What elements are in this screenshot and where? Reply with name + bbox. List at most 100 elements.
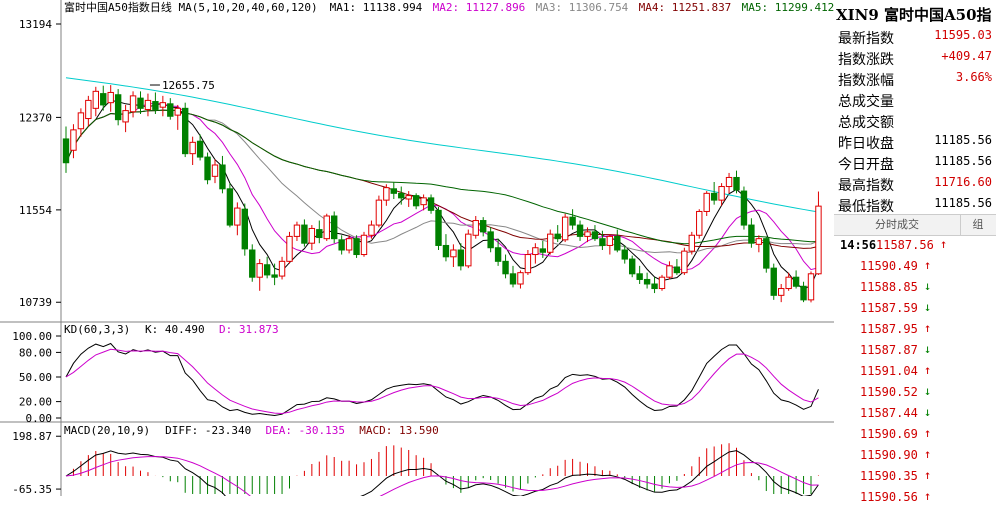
arrow-up-icon: ↑ — [924, 363, 932, 377]
quote-value: 11185.56 — [934, 196, 992, 210]
candle-body — [249, 249, 256, 278]
candle-body — [189, 141, 196, 155]
tick-price: 11591.04 — [860, 364, 918, 378]
tick-price: 11590.52 — [860, 385, 918, 399]
legend-title: MACD(20,10,9) — [64, 424, 150, 437]
tick-row: 11590.90 ↑ — [836, 447, 992, 468]
legend-ma4: MA4: 11251.837 — [639, 1, 732, 14]
candle-body — [345, 238, 353, 251]
candle-body — [494, 247, 502, 262]
candle-body — [383, 187, 390, 201]
kd-tick-label: 50.00 — [19, 371, 52, 384]
candle-body — [271, 274, 278, 278]
candle-body — [204, 156, 211, 181]
legend-ma2: MA2: 11127.896 — [433, 1, 526, 14]
candle-body — [778, 288, 785, 296]
candle-body — [666, 265, 673, 278]
candle-body — [122, 110, 129, 123]
tick-time: 14:56 — [840, 238, 877, 252]
candle-body — [174, 107, 181, 116]
ma120-line — [65, 77, 819, 213]
quote-value: 11185.56 — [934, 154, 992, 168]
candle-body — [375, 199, 383, 226]
candle-body — [651, 283, 658, 290]
legend-k: K: 40.490 — [145, 323, 205, 336]
candle-body — [331, 215, 338, 240]
tab-tick-trades[interactable]: 分时成交 — [834, 215, 961, 235]
candle-body — [703, 192, 710, 212]
candle-body — [509, 273, 517, 285]
candle-body — [606, 235, 614, 246]
tick-row: 11591.04 ↑ — [836, 363, 992, 384]
macd-axis: 198.87 -65.35 — [12, 430, 61, 496]
quote-value: +409.47 — [941, 49, 992, 63]
price-tick-label: 11554 — [19, 204, 52, 217]
quote-row: 最低指数 11185.56 — [838, 196, 992, 217]
macd-legend: MACD(20,10,9) DIFF: -23.340 DEA: -30.135 M… — [64, 424, 439, 437]
quote-label: 指数涨跌 — [838, 52, 894, 68]
candle-body — [591, 231, 599, 240]
kd-tick-label: 80.00 — [19, 346, 52, 359]
tick-row: 11588.85 ↓ — [836, 279, 992, 300]
tab-group[interactable]: 组 — [972, 218, 984, 231]
candle-body — [710, 192, 718, 201]
price-annotations: 12655.7510738.52 — [149, 79, 215, 92]
candle-body — [62, 138, 70, 164]
candle-body — [323, 215, 330, 240]
tick-row: 11587.87 ↓ — [836, 342, 992, 363]
tick-row: 11590.52 ↓ — [836, 384, 992, 405]
quote-value: 11595.03 — [934, 28, 992, 42]
legend-diff: DIFF: -23.340 — [165, 424, 251, 437]
candle-body — [159, 102, 167, 108]
chart-title: 富时中国A50指数日线 MA(5,10,20,40,60,120) — [64, 0, 318, 14]
tick-price: 11587.87 — [860, 343, 918, 357]
candle-body — [390, 188, 398, 194]
tick-price: 11590.69 — [860, 427, 918, 441]
candle-body — [435, 209, 442, 246]
candle-body — [681, 250, 688, 274]
candle-body — [412, 195, 420, 207]
candle-body — [92, 90, 99, 109]
quote-panel: XIN9 富时中国A50指 最新指数 11595.03 指数涨跌 +409.47 指数涨… — [834, 0, 996, 504]
candle-body — [673, 266, 681, 274]
candle-body — [561, 216, 569, 241]
tick-price: 11590.35 — [860, 469, 918, 483]
candle-body — [487, 231, 494, 249]
quote-row: 指数涨跌 +409.47 — [838, 49, 992, 70]
candle-body — [532, 247, 539, 256]
candle-body — [465, 233, 472, 267]
candle-body — [569, 216, 576, 226]
candle-body — [182, 107, 189, 155]
kd-tick-label: 0.00 — [26, 412, 53, 425]
candle-body — [70, 129, 77, 151]
tick-row: 11587.59 ↓ — [836, 300, 992, 321]
candle-body — [599, 238, 606, 246]
candle-body — [576, 224, 584, 237]
candle-body — [442, 244, 450, 258]
quote-row: 昨日收盘 11185.56 — [838, 133, 992, 154]
legend-title: KD(60,3,3) — [64, 323, 130, 336]
arrow-up-icon: ↑ — [924, 447, 932, 461]
candle-body — [524, 254, 532, 274]
candle-body — [129, 95, 137, 113]
quote-row: 总成交额 — [838, 112, 992, 133]
candle-body — [360, 234, 368, 256]
tick-price: 11590.49 — [860, 259, 918, 273]
candle-body — [450, 249, 457, 258]
price-tick-label: 13194 — [19, 18, 52, 31]
chart-frame — [0, 0, 834, 496]
tick-row: 11587.95 ↑ — [836, 321, 992, 342]
candle-body — [241, 208, 249, 250]
candle-body — [785, 276, 792, 290]
price-axis: 13194 12370 11554 10739 — [19, 18, 61, 309]
candle-body — [621, 249, 628, 260]
quote-label: 今日开盘 — [838, 157, 894, 173]
macd-tick-label: -65.35 — [12, 483, 52, 496]
candle-body — [196, 140, 204, 158]
legend-macd: MACD: 13.590 — [359, 424, 438, 437]
tick-price: 11590.56 — [860, 490, 918, 504]
k-line — [65, 342, 819, 417]
candle-body — [748, 224, 755, 244]
candle-body — [114, 94, 122, 121]
kline-chart[interactable]: 13194 12370 11554 10739 12655.7510738.52 富时… — [0, 0, 834, 496]
